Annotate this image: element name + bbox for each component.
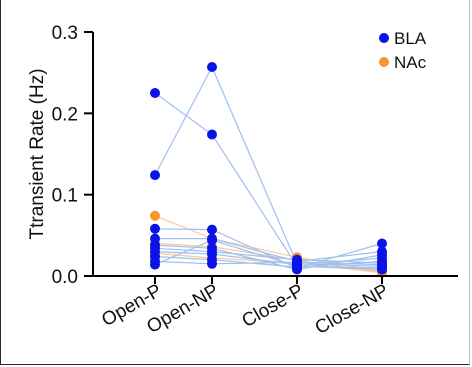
data-point-bla: [207, 129, 217, 140]
legend-marker-nac: [379, 57, 389, 67]
data-point-bla: [207, 62, 217, 72]
data-points: [150, 62, 387, 278]
subject-line-bla: [154, 260, 383, 266]
y-tick-label: 0.1: [52, 186, 78, 207]
y-axis-title: Ttransient Rate (Hz): [27, 68, 48, 239]
legend-label-nac: NAc: [394, 53, 427, 72]
data-point-bla: [150, 243, 160, 254]
y-tick-label: 0.3: [52, 23, 78, 44]
y-ticks: 0.0 0.1 0.2 0.3: [52, 23, 93, 288]
x-tick-label: Close-NP: [312, 280, 393, 339]
legend-label-bla: BLA: [394, 29, 427, 48]
subject-line-bla: [155, 238, 383, 263]
data-point-bla: [207, 246, 217, 257]
legend-marker-bla: [379, 33, 389, 43]
subject-line-bla: [154, 65, 383, 267]
data-point-bla: [150, 259, 160, 270]
data-point-bla: [207, 235, 217, 246]
data-point-bla: [377, 238, 387, 249]
data-point-bla: [150, 223, 160, 234]
data-point-bla: [150, 88, 160, 98]
axes: [92, 32, 458, 277]
data-point-nac: [150, 210, 160, 221]
subject-line-bla: [154, 247, 383, 264]
data-point-bla: [207, 258, 217, 269]
y-tick-label: 0.0: [52, 267, 78, 288]
data-point-bla: [377, 258, 387, 268]
data-point-bla: [292, 254, 302, 265]
subject-line-bla: [154, 92, 383, 269]
legend: BLA NAc: [379, 29, 427, 72]
data-point-bla: [150, 170, 160, 181]
y-tick-label: 0.2: [52, 104, 78, 125]
data-point-bla: [207, 224, 217, 235]
subject-line-bla: [154, 239, 383, 271]
subject-lines: [154, 65, 383, 274]
x-tick-label: Close-P: [238, 280, 307, 332]
subject-line-bla: [154, 228, 383, 269]
